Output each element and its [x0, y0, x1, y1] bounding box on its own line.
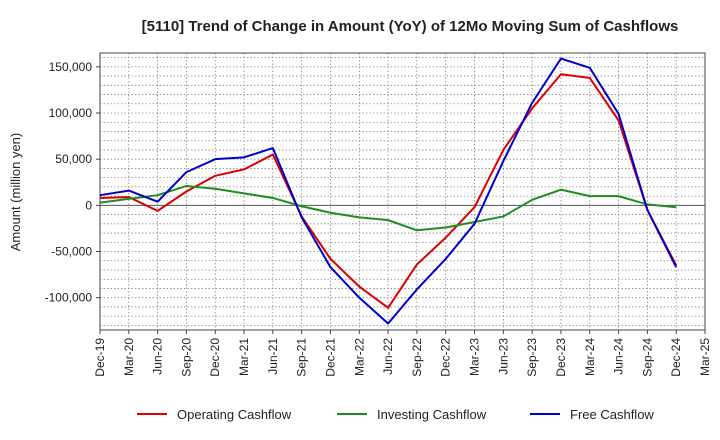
y-axis-label: Amount (million yen) [8, 133, 23, 252]
y-tick-label: -50,000 [51, 245, 92, 259]
chart-title: [5110] Trend of Change in Amount (YoY) o… [142, 18, 679, 35]
x-tick-label: Jun-20 [151, 338, 165, 375]
x-tick-label: Dec-22 [439, 338, 453, 377]
x-tick-label: Sep-24 [640, 338, 654, 377]
x-tick-label: Sep-23 [525, 338, 539, 377]
x-tick-label: Dec-20 [208, 338, 222, 377]
legend-label: Investing Cashflow [377, 407, 487, 422]
y-tick-label: 150,000 [49, 60, 93, 74]
x-tick-label: Dec-19 [93, 338, 107, 377]
series-line-free-cashflow [99, 57, 678, 325]
x-tick-label: Jun-22 [381, 338, 395, 375]
x-tick-label: Sep-21 [295, 338, 309, 377]
legend-label: Free Cashflow [570, 407, 654, 422]
x-tick-label: Jun-24 [612, 338, 626, 375]
x-tick-label: Mar-20 [122, 338, 136, 376]
x-tick-label: Sep-22 [410, 338, 424, 377]
x-tick-label: Mar-21 [237, 338, 251, 376]
legend-label: Operating Cashflow [177, 407, 292, 422]
x-tick-label: Mar-24 [583, 338, 597, 376]
x-tick-label: Dec-24 [669, 338, 683, 377]
series-line-investing-cashflow [99, 184, 677, 232]
x-tick-label: Mar-25 [698, 338, 712, 376]
y-tick-label: 0 [85, 198, 92, 212]
x-tick-label: Mar-22 [352, 338, 366, 376]
y-tick-label: -100,000 [45, 291, 93, 305]
legend: Operating Cashflow Investing Cashflow Free… [137, 407, 654, 422]
x-tick-label: Dec-23 [554, 338, 568, 377]
plot-area: -100,000 -50,000 0 50,000 100,000 150,000 Dec-… [45, 52, 712, 377]
x-tick-label: Jun-23 [496, 338, 510, 375]
x-tick-label: Dec-21 [323, 338, 337, 377]
x-tick-label: Sep-20 [179, 338, 193, 377]
plot-frame [99, 52, 706, 331]
y-tick-label: 50,000 [55, 152, 92, 166]
y-tick-label: 100,000 [49, 106, 93, 120]
x-tick-label: Jun-21 [266, 338, 280, 375]
x-tick-label: Mar-23 [468, 338, 482, 376]
